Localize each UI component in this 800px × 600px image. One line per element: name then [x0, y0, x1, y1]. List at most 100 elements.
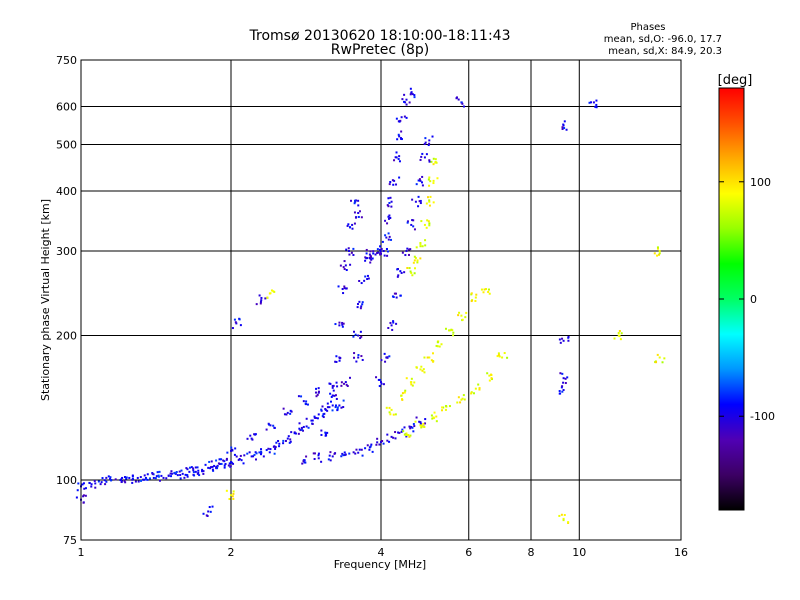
data-point: [235, 455, 238, 458]
data-point: [356, 306, 359, 309]
data-point: [103, 479, 106, 482]
data-point: [379, 253, 382, 256]
data-point: [434, 158, 437, 161]
data-point: [322, 413, 325, 416]
data-point: [334, 323, 337, 326]
data-point: [408, 267, 411, 270]
data-point: [395, 117, 398, 120]
data-point: [405, 434, 408, 437]
data-point: [440, 343, 443, 346]
data-point: [275, 441, 278, 444]
data-point: [564, 382, 567, 385]
data-point: [436, 345, 439, 348]
data-point: [90, 485, 93, 488]
data-point: [226, 451, 229, 454]
colorbar-label: [deg]: [718, 73, 753, 88]
data-point: [406, 247, 409, 250]
data-point: [352, 247, 355, 250]
data-point: [83, 487, 86, 490]
data-point: [382, 383, 385, 386]
data-point: [425, 153, 428, 156]
data-point: [562, 377, 565, 380]
data-point: [461, 318, 464, 321]
data-point: [420, 220, 423, 223]
data-point: [425, 202, 428, 205]
data-point: [209, 466, 212, 469]
data-point: [94, 482, 97, 485]
data-point: [196, 466, 199, 469]
data-point: [335, 397, 338, 400]
data-point: [470, 293, 473, 296]
data-point: [488, 379, 491, 382]
data-point: [270, 289, 273, 292]
data-point: [197, 469, 200, 472]
data-point: [409, 87, 412, 90]
data-point: [110, 479, 113, 482]
data-point: [444, 327, 447, 330]
data-point: [357, 354, 360, 357]
data-point: [345, 269, 348, 272]
data-point: [265, 428, 268, 431]
data-point: [310, 419, 313, 422]
data-point: [409, 93, 412, 96]
data-point: [254, 451, 257, 454]
data-point: [251, 438, 254, 441]
data-point: [361, 358, 364, 361]
data-point: [419, 158, 422, 161]
data-point: [368, 448, 371, 451]
data-point: [432, 360, 435, 363]
data-point: [176, 474, 179, 477]
data-point: [299, 429, 302, 432]
data-point: [459, 401, 462, 404]
data-point: [561, 390, 564, 393]
data-point: [388, 440, 391, 443]
data-point: [233, 318, 236, 321]
data-point: [384, 360, 387, 363]
data-point: [436, 341, 439, 344]
data-point: [335, 355, 338, 358]
data-point: [364, 275, 367, 278]
data-point: [560, 513, 563, 516]
data-point: [389, 196, 392, 199]
data-point: [342, 454, 345, 457]
data-point: [405, 116, 408, 119]
data-point: [496, 355, 499, 358]
data-point: [146, 473, 149, 476]
data-point: [327, 458, 330, 461]
data-point: [215, 465, 218, 468]
data-point: [561, 128, 564, 131]
data-point: [379, 251, 382, 254]
data-point: [388, 355, 391, 358]
data-point: [422, 368, 425, 371]
data-point: [94, 486, 97, 489]
data-point: [286, 437, 289, 440]
data-point: [344, 381, 347, 384]
data-point: [301, 462, 304, 465]
data-point: [293, 432, 296, 435]
data-point: [208, 460, 211, 463]
data-point: [232, 462, 235, 465]
data-point: [410, 91, 413, 94]
data-point: [317, 413, 320, 416]
data-point: [75, 496, 78, 499]
data-point: [248, 451, 251, 454]
data-point: [419, 422, 422, 425]
data-point: [470, 391, 473, 394]
grid: [81, 60, 681, 540]
data-point: [388, 214, 391, 217]
data-point: [300, 395, 303, 398]
data-point: [386, 439, 389, 442]
data-point: [383, 254, 386, 257]
data-point: [211, 505, 214, 508]
data-point: [385, 406, 388, 409]
data-point: [457, 314, 460, 317]
data-point: [418, 420, 421, 423]
x-tick-label: 1: [78, 546, 85, 559]
data-point: [302, 425, 305, 428]
data-point: [414, 200, 417, 203]
y-tick-label: 400: [56, 185, 77, 198]
data-point: [396, 275, 399, 278]
data-point: [364, 256, 367, 259]
data-point: [337, 285, 340, 288]
data-point: [413, 94, 416, 97]
